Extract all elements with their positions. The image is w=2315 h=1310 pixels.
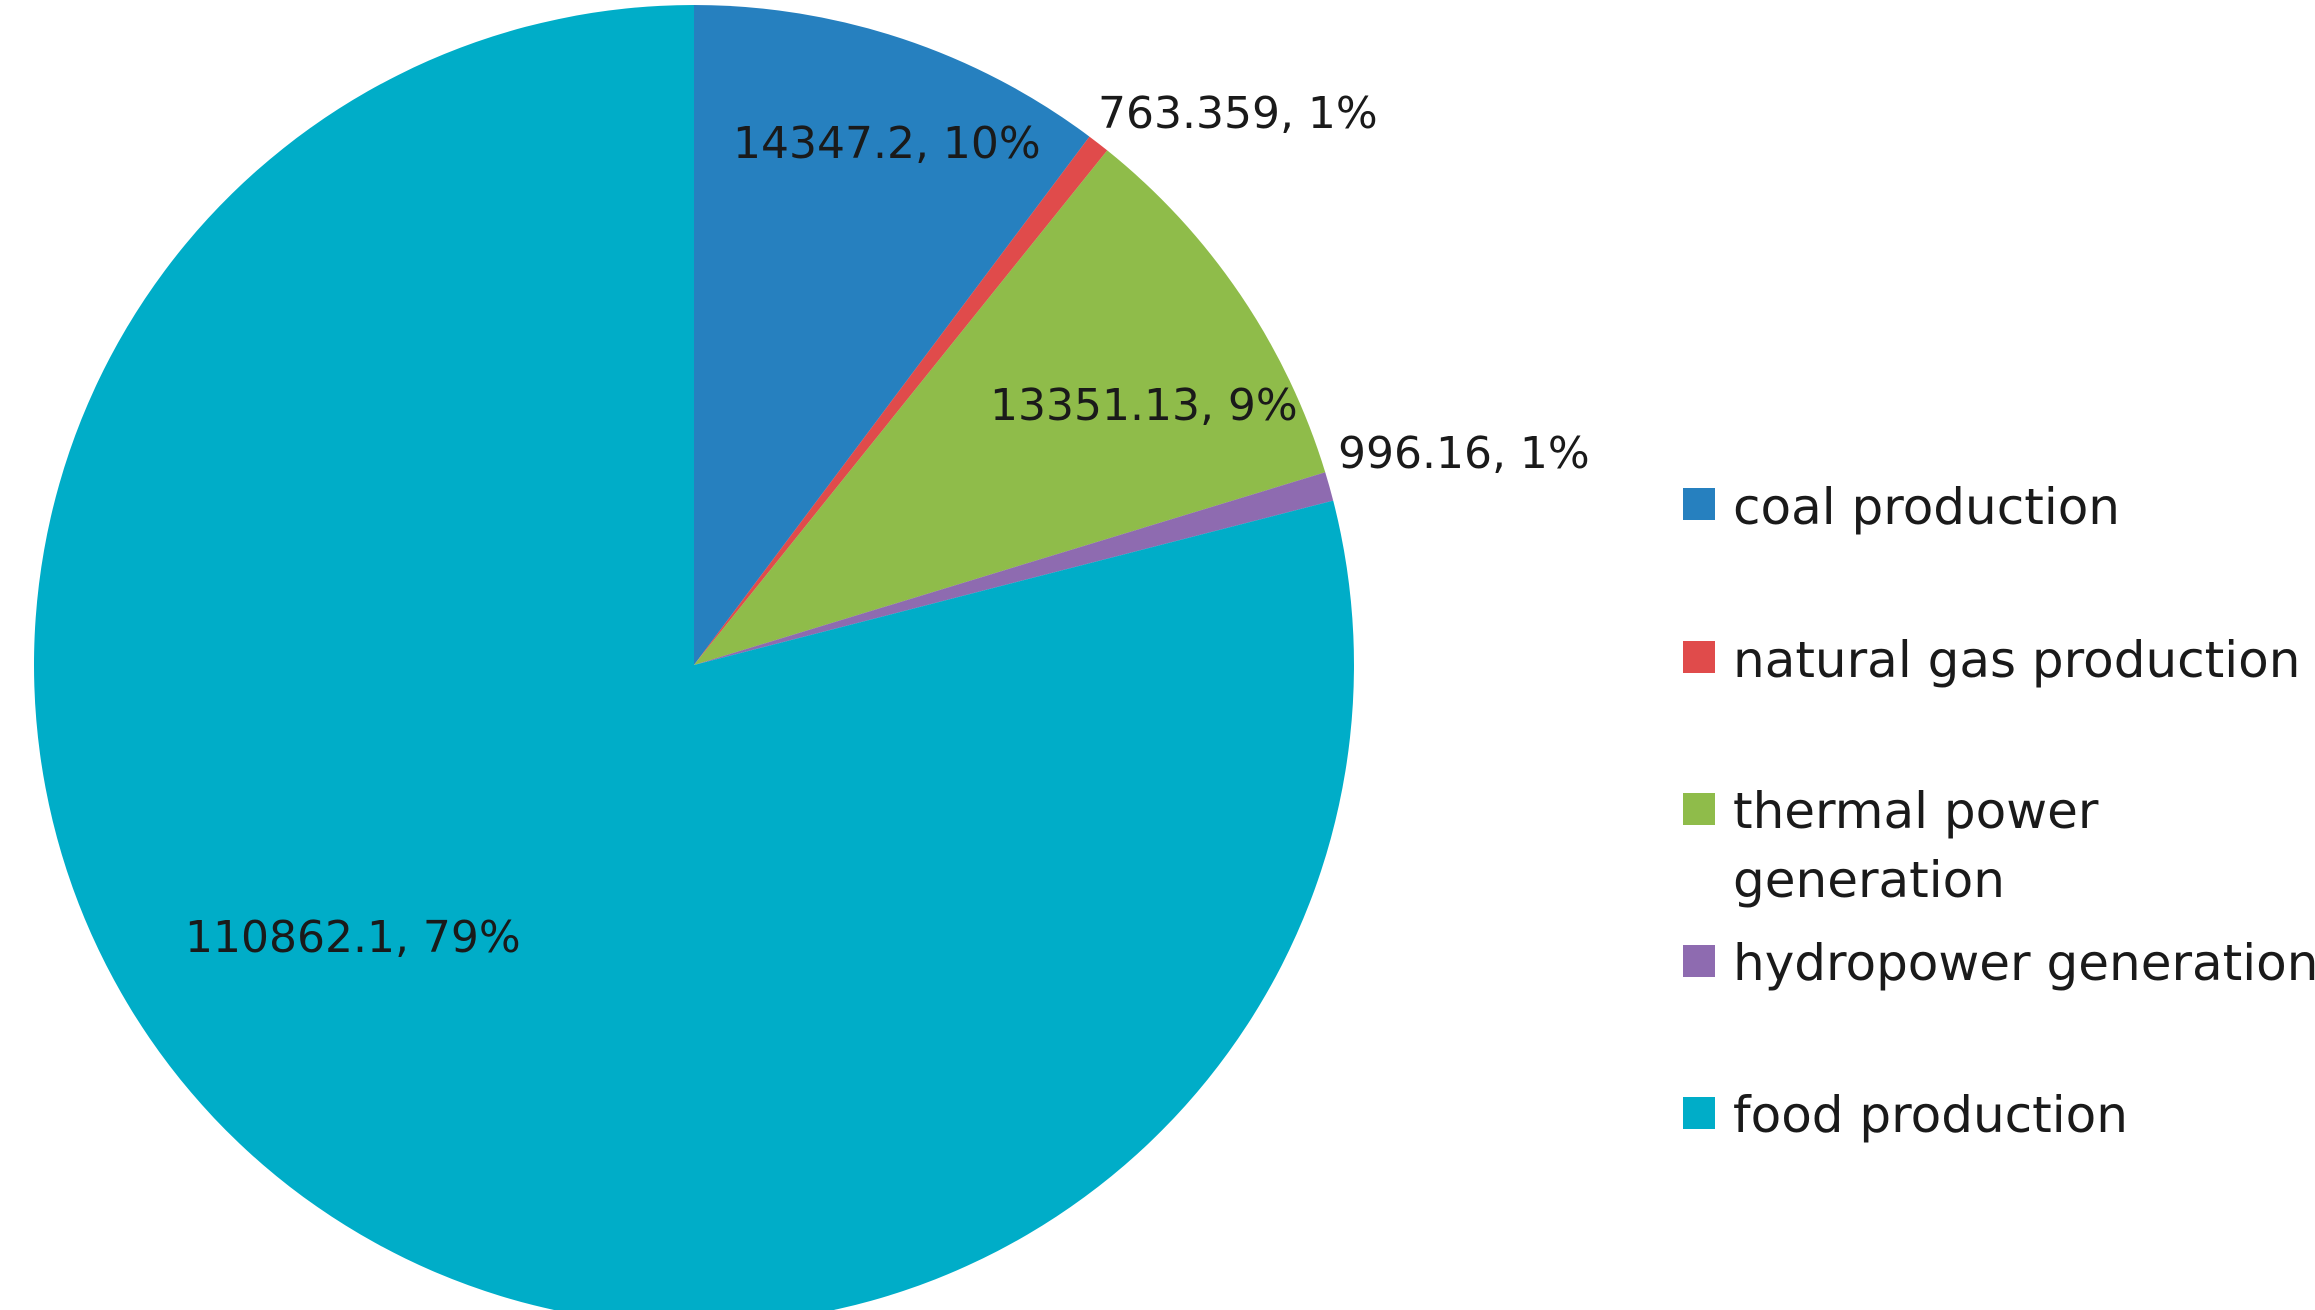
- pie-data-labels: 14347.2, 10% 763.359, 1% 13351.13, 9% 996.1…: [185, 88, 1590, 963]
- legend-item-coal-production: coal production: [1683, 478, 2120, 536]
- data-label-natural-gas-production: 763.359, 1%: [1098, 88, 1378, 139]
- legend-label-coal-production: coal production: [1733, 478, 2120, 536]
- pie-slice-coal-production: [694, 5, 1090, 665]
- pie-slice-thermal-power-generation: [694, 150, 1326, 665]
- legend-item-food-production: food production: [1683, 1086, 2128, 1144]
- legend-item-natural-gas-production: natural gas production: [1683, 631, 2300, 689]
- data-label-food-production: 110862.1, 79%: [185, 912, 521, 963]
- legend-label-thermal-power-generation: thermal power generation: [1733, 782, 2099, 909]
- legend-swatch-hydropower-generation: [1683, 945, 1715, 977]
- legend-swatch-thermal-power-generation: [1683, 793, 1715, 825]
- data-label-hydropower-generation: 996.16, 1%: [1338, 428, 1590, 479]
- data-label-thermal-power-generation: 13351.13, 9%: [990, 380, 1298, 431]
- pie-slice-hydropower-generation: [694, 472, 1334, 665]
- legend-item-thermal-power-generation: thermal power generation: [1683, 782, 2099, 909]
- legend-swatch-food-production: [1683, 1097, 1715, 1129]
- legend-label-hydropower-generation: hydropower generation: [1733, 934, 2315, 992]
- pie-slice-food-production: [34, 5, 1354, 1310]
- data-label-coal-production: 14347.2, 10%: [733, 118, 1041, 169]
- legend-label-food-production: food production: [1733, 1086, 2128, 1144]
- pie-slices: [34, 5, 1354, 1310]
- legend-item-hydropower-generation: hydropower generation: [1683, 934, 2315, 992]
- legend: coal production natural gas production the…: [1683, 478, 2315, 1144]
- legend-label-natural-gas-production: natural gas production: [1733, 631, 2300, 689]
- pie-slice-natural-gas-production: [694, 136, 1108, 665]
- legend-swatch-coal-production: [1683, 488, 1715, 520]
- legend-swatch-natural-gas-production: [1683, 641, 1715, 673]
